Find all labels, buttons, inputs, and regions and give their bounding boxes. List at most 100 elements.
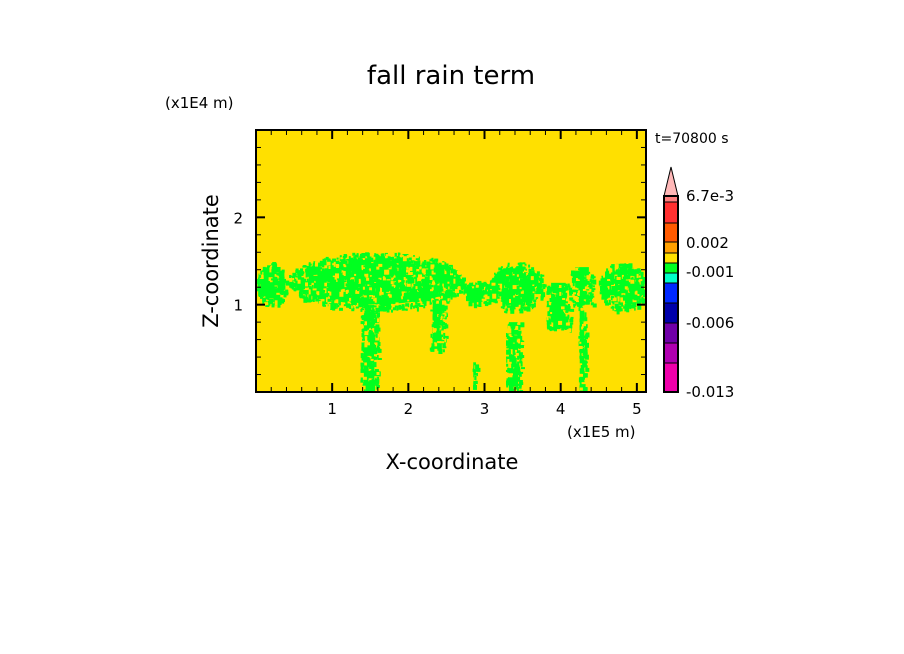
speckle [356, 271, 361, 277]
speckle [425, 274, 429, 276]
speckle [314, 276, 319, 280]
speckle [585, 280, 590, 285]
speckle [380, 305, 384, 308]
speckle [412, 256, 417, 260]
speckle [385, 267, 390, 270]
speckle [379, 307, 384, 312]
speckle [495, 290, 498, 293]
speckle [360, 321, 365, 325]
speckle [441, 262, 445, 265]
speckle [613, 308, 616, 311]
speckle [510, 326, 514, 332]
speckle [375, 336, 380, 341]
speckle [516, 286, 519, 292]
speckle [520, 278, 524, 281]
speckle [506, 335, 510, 339]
speckle [355, 285, 357, 289]
colorbar: 6.7e-30.002-0.001-0.006-0.013 [663, 166, 734, 401]
speckle [379, 291, 384, 295]
speckle [610, 306, 613, 309]
speckle [407, 299, 410, 302]
speckle [339, 307, 343, 311]
speckle [590, 279, 594, 283]
speckle [578, 346, 583, 349]
speckle [378, 277, 382, 280]
speckle [361, 380, 364, 383]
speckle [605, 293, 609, 299]
speckle [431, 278, 434, 280]
speckle [614, 279, 618, 284]
speckle [416, 271, 419, 274]
speckle [503, 275, 506, 281]
speckle [360, 365, 364, 371]
speckle [520, 306, 525, 309]
speckle [583, 383, 586, 388]
speckle [539, 288, 544, 294]
speckle [521, 296, 526, 300]
speckle [403, 287, 406, 291]
speckle [262, 300, 266, 304]
speckle [428, 288, 430, 291]
speckle [362, 335, 365, 341]
speckle [581, 326, 584, 330]
speckle [315, 282, 320, 288]
speckle [474, 298, 477, 304]
colorbar-segment [663, 322, 679, 344]
speckle [513, 368, 518, 372]
speckle [527, 294, 530, 297]
speckle [403, 269, 406, 272]
speckle [522, 295, 526, 297]
speckle [502, 269, 505, 275]
speckle [508, 275, 513, 279]
speckle [607, 292, 612, 295]
speckle [516, 366, 521, 371]
speckle [322, 280, 327, 283]
speckle [580, 317, 585, 320]
speckle [643, 287, 646, 290]
speckle [581, 374, 585, 380]
speckle [442, 349, 445, 353]
speckle [592, 285, 595, 288]
speckle [622, 276, 626, 281]
speckle [529, 298, 532, 303]
speckle [433, 267, 437, 273]
speckle [428, 284, 432, 290]
speckle [614, 264, 619, 269]
speckle [554, 326, 557, 332]
speckle [474, 376, 479, 380]
speckle [449, 280, 452, 283]
speckle [375, 348, 379, 351]
speckle [443, 283, 448, 288]
speckle [344, 278, 347, 281]
speckle [395, 302, 399, 306]
speckle [518, 289, 523, 292]
speckle [410, 260, 414, 264]
speckle [343, 260, 348, 264]
speckle [578, 341, 583, 347]
speckle [527, 303, 532, 307]
speckle [411, 284, 414, 289]
speckle [394, 269, 398, 273]
speckle [438, 262, 442, 265]
speckle [442, 314, 445, 317]
speckle [530, 286, 535, 291]
speckle [442, 326, 447, 329]
speckle [510, 354, 515, 359]
speckle [516, 350, 520, 355]
speckle [584, 284, 588, 290]
speckle [349, 306, 352, 309]
speckle [581, 382, 586, 385]
speckle [416, 300, 420, 303]
speckle [473, 373, 478, 378]
speckle [524, 263, 527, 266]
speckle [295, 280, 300, 286]
speckle [277, 300, 282, 305]
speckle [455, 281, 459, 286]
speckle [295, 268, 299, 271]
speckle [583, 281, 586, 287]
speckle [289, 281, 294, 284]
speckle [397, 290, 401, 295]
speckle [584, 317, 588, 322]
speckle [364, 321, 367, 326]
speckle [415, 297, 420, 299]
